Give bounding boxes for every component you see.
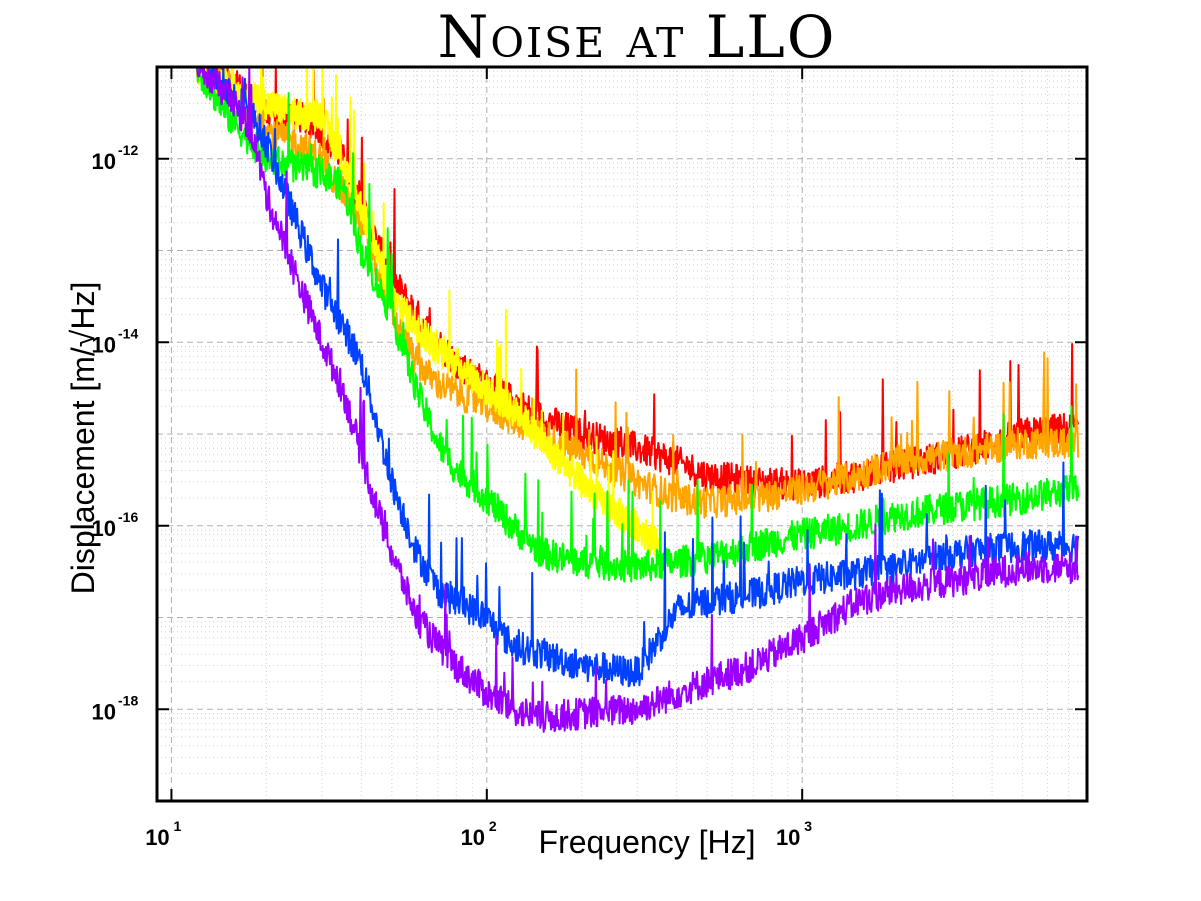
y-tick-label: 10 (92, 332, 116, 357)
x-tick-label: 10 (776, 825, 800, 850)
series-line-3 (195, 66, 660, 562)
y-tick-exponent: -18 (118, 692, 138, 708)
y-tick-label: 10 (92, 699, 116, 724)
x-tick-label: 10 (461, 825, 485, 850)
y-tick-exponent: -14 (118, 325, 138, 341)
y-tick-exponent: -12 (118, 142, 138, 158)
plot-series (195, 66, 1080, 733)
series-line-1 (196, 66, 1080, 502)
series-line-4 (196, 66, 1080, 583)
x-tick-exponent: 2 (489, 818, 497, 834)
y-axis-label: Displacement [m/√Hz] (65, 282, 101, 595)
y-tick-label: 10 (92, 149, 116, 174)
axis-ticks (157, 67, 1087, 801)
x-axis-label: Frequency [Hz] (539, 824, 756, 860)
series-line-6 (195, 66, 1080, 733)
y-tick-exponent: -16 (118, 509, 138, 525)
x-tick-label: 10 (145, 825, 169, 850)
series-line-2 (195, 66, 1080, 519)
x-tick-exponent: 1 (174, 818, 182, 834)
x-tick-labels: 10 1 10 2 10 3 (145, 818, 812, 850)
x-tick-exponent: 3 (804, 818, 812, 834)
chart-title: Noise at LLO (438, 3, 837, 71)
plot-frame (155, 65, 1089, 803)
y-tick-label: 10 (92, 516, 116, 541)
